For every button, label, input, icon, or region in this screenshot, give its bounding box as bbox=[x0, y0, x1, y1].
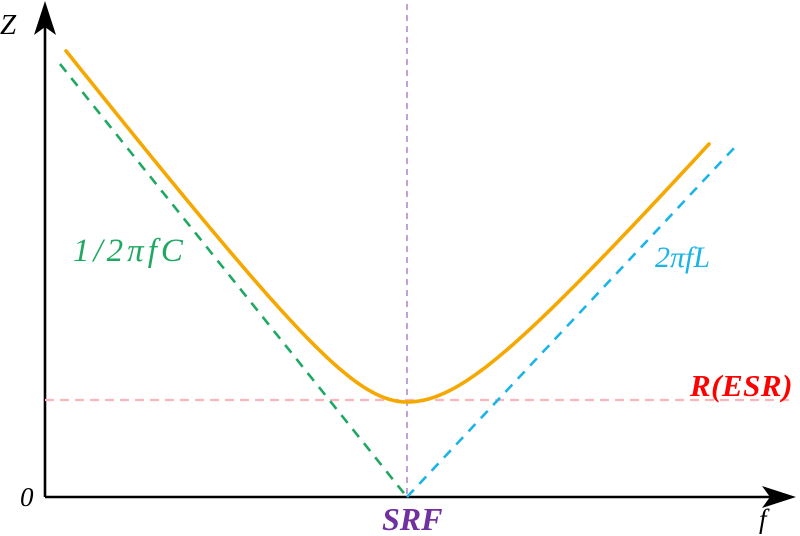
svg-text:2πfL: 2πfL bbox=[655, 241, 710, 274]
svg-text:f: f bbox=[759, 504, 770, 534]
svg-text:Z: Z bbox=[0, 9, 17, 41]
svg-text:R(ESR): R(ESR) bbox=[689, 368, 793, 403]
svg-text:SRF: SRF bbox=[382, 501, 442, 536]
svg-text:1/2πfC: 1/2πfC bbox=[73, 233, 187, 269]
svg-text:0: 0 bbox=[20, 482, 34, 512]
